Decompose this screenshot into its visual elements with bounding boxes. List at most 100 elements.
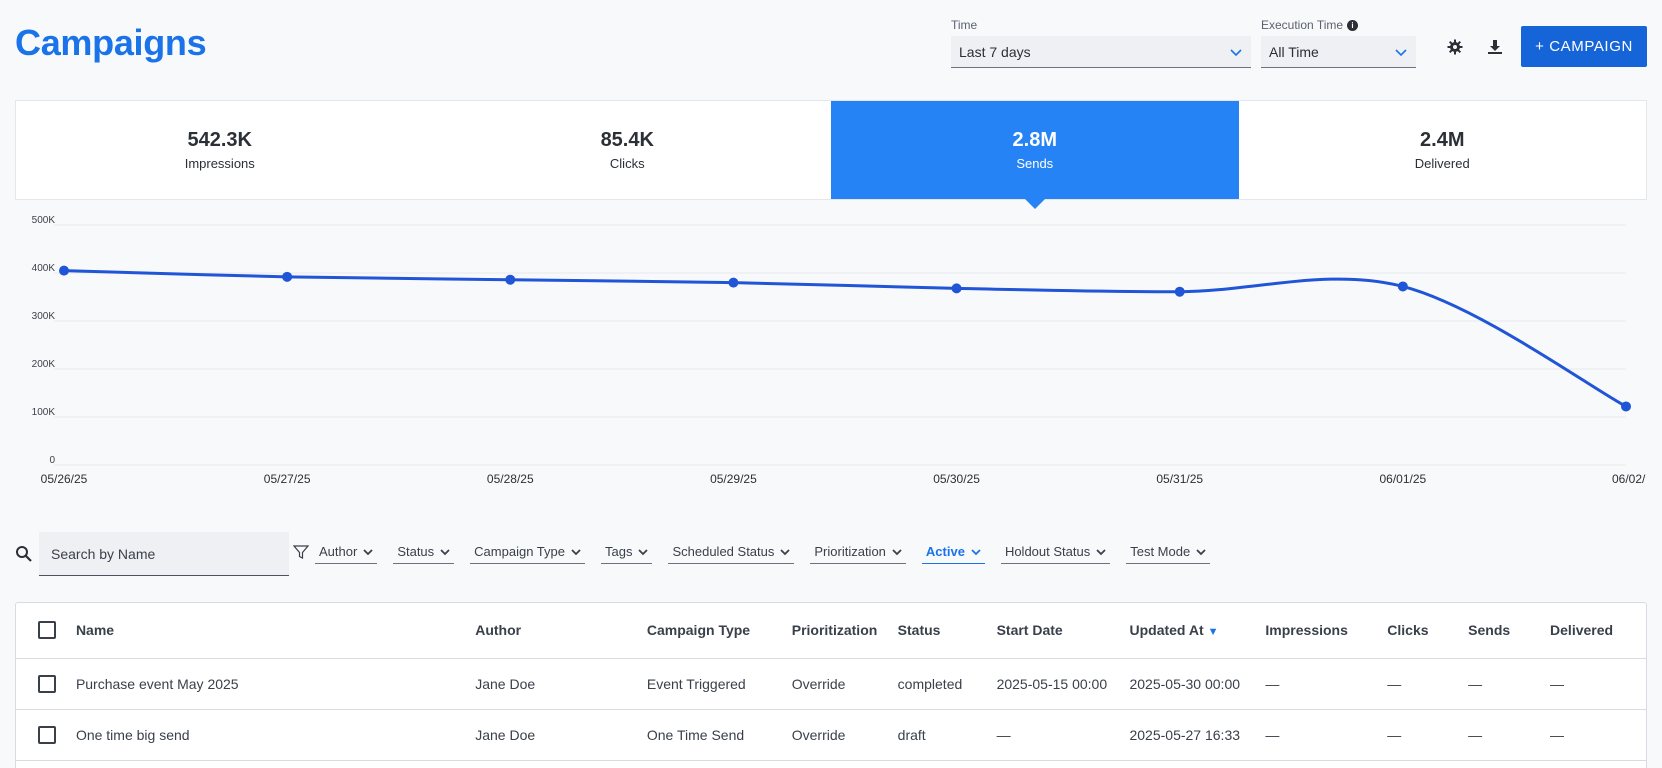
execution-time-value: All Time	[1269, 43, 1319, 60]
cell-clicks: —	[1387, 709, 1469, 761]
data-point[interactable]	[1174, 286, 1185, 297]
column-header-updated-at[interactable]: Updated At ▼	[1129, 603, 1266, 659]
y-tick-label: 200K	[32, 359, 56, 370]
cell-impressions: —	[1265, 709, 1388, 761]
info-icon[interactable]: i	[1347, 19, 1359, 31]
x-tick-label: 05/30/25	[933, 472, 980, 486]
execution-time-label: Execution Time	[1261, 18, 1344, 32]
data-point[interactable]	[951, 283, 962, 294]
filter-chip-holdout-status[interactable]: Holdout Status	[1000, 544, 1111, 564]
column-header-status[interactable]: Status	[897, 603, 997, 659]
filter-chip-label: Campaign Type	[474, 544, 565, 559]
metrics-bar: 542.3K Impressions 85.4K Clicks 2.8M Sen…	[15, 100, 1647, 209]
cell-name[interactable]: One time big send	[75, 709, 476, 761]
column-header-impressions[interactable]: Impressions	[1265, 603, 1388, 659]
cell-start-date: 2025-05-15 00:00	[996, 658, 1130, 710]
time-value: Last 7 days	[959, 43, 1031, 60]
data-point[interactable]	[1397, 281, 1408, 292]
filter-chip-tags[interactable]: Tags	[601, 544, 653, 564]
add-campaign-button[interactable]: + CAMPAIGN	[1521, 26, 1647, 67]
filter-chip-test-mode[interactable]: Test Mode	[1126, 544, 1211, 564]
column-header-label: Campaign Type	[646, 622, 751, 639]
data-point[interactable]	[282, 271, 293, 282]
metric-clicks[interactable]: 85.4K Clicks	[424, 101, 832, 199]
chevron-down-icon	[971, 548, 981, 555]
column-header-name[interactable]: Name	[75, 603, 476, 659]
cell-author: Jane Doe	[475, 658, 647, 710]
filter-chip-label: Prioritization	[814, 544, 886, 559]
filter-icon[interactable]	[293, 544, 309, 560]
series-line	[63, 269, 1627, 408]
table-row[interactable]: Purchase event May 2025 Jane Doe Event Tri…	[16, 658, 1646, 710]
download-icon[interactable]	[1484, 36, 1506, 58]
column-header-start-date[interactable]: Start Date	[996, 603, 1130, 659]
chevron-down-icon	[638, 548, 649, 555]
column-header-label: Name	[75, 622, 115, 639]
filter-chip-campaign-type[interactable]: Campaign Type	[470, 544, 585, 564]
sort-desc-icon[interactable]: ▼	[1207, 626, 1219, 639]
filter-chip-scheduled-status[interactable]: Scheduled Status	[668, 544, 795, 564]
column-header-prioritization[interactable]: Prioritization	[791, 603, 898, 659]
filter-chip-prioritization[interactable]: Prioritization	[810, 544, 906, 564]
chevron-down-icon	[1230, 48, 1242, 56]
execution-time-dropdown[interactable]: All Time	[1261, 36, 1416, 68]
y-tick-label: 400K	[32, 263, 56, 274]
metric-impressions[interactable]: 542.3K Impressions	[16, 101, 424, 199]
row-checkbox[interactable]	[38, 674, 56, 693]
filter-chips: Author Status Campaign Type Tags Scheduled S…	[315, 544, 1211, 564]
metric-sends[interactable]: 2.8M Sends	[831, 101, 1239, 209]
cell-clicks: —	[1387, 658, 1469, 710]
column-header-campaign-type[interactable]: Campaign Type	[646, 603, 792, 659]
column-header-author[interactable]: Author	[475, 603, 647, 659]
time-select: Time Last 7 days	[951, 18, 1251, 68]
time-label: Time	[951, 18, 978, 32]
cell-prioritization: Override	[791, 658, 898, 710]
select-all-checkbox[interactable]	[38, 621, 56, 640]
chevron-down-icon	[1395, 48, 1407, 56]
sends-line-chart: 0 100K 200K 300K 400K 500K 05/26/25 05/27/25 05/…	[32, 215, 1646, 486]
row-checkbox-cell	[16, 658, 76, 710]
cell-delivered: —	[1550, 658, 1646, 710]
chevron-down-icon	[1096, 548, 1106, 555]
filter-chip-label: Holdout Status	[1004, 544, 1091, 559]
column-header-delivered[interactable]: Delivered	[1550, 603, 1646, 659]
cell-status: draft	[897, 709, 997, 761]
y-tick-label: 300K	[32, 311, 56, 322]
cell-start-date: —	[996, 709, 1130, 761]
filter-chip-author[interactable]: Author	[315, 544, 378, 564]
gear-icon[interactable]	[1444, 36, 1466, 58]
metric-value: 2.8M	[1012, 129, 1057, 151]
y-tick-label: 500K	[32, 215, 56, 226]
filter-bar: Author Status Campaign Type Tags Scheduled S…	[15, 530, 1655, 578]
column-header-label: Clicks	[1387, 622, 1429, 639]
search-input[interactable]	[39, 532, 289, 576]
cell-author: Jane Doe	[475, 709, 647, 761]
y-tick-label: 100K	[32, 407, 56, 418]
chevron-down-icon	[571, 548, 581, 555]
cell-updated-at: 2025-05-30 00:00	[1129, 658, 1266, 710]
x-tick-label: 06/01/25	[1379, 472, 1426, 486]
metric-value: 2.4M	[1420, 129, 1465, 151]
search-icon	[16, 546, 32, 562]
column-header-sends[interactable]: Sends	[1468, 603, 1551, 659]
time-dropdown[interactable]: Last 7 days	[951, 36, 1251, 68]
cell-impressions: —	[1265, 658, 1388, 710]
data-point[interactable]	[505, 274, 516, 285]
filter-chip-active[interactable]: Active	[921, 544, 985, 564]
cell-name[interactable]: Purchase event May 2025	[75, 658, 476, 710]
metric-value: 542.3K	[187, 129, 253, 151]
chevron-down-icon	[892, 548, 902, 555]
execution-time-select: Execution Time i All Time	[1261, 18, 1416, 68]
x-tick-label: 05/28/25	[487, 472, 534, 486]
column-header-clicks[interactable]: Clicks	[1387, 603, 1469, 659]
metric-delivered[interactable]: 2.4M Delivered	[1239, 101, 1647, 199]
data-point[interactable]	[1621, 401, 1631, 412]
cell-campaign-type: Event Triggered	[646, 658, 792, 710]
filter-chip-label: Scheduled Status	[672, 544, 775, 559]
table-row[interactable]: One time big send Jane Doe One Time Send Ov…	[16, 709, 1646, 761]
data-point[interactable]	[728, 277, 739, 288]
filter-chip-status[interactable]: Status	[393, 544, 455, 564]
data-point[interactable]	[59, 265, 69, 276]
metric-label: Impressions	[184, 156, 255, 171]
row-checkbox[interactable]	[38, 725, 56, 744]
